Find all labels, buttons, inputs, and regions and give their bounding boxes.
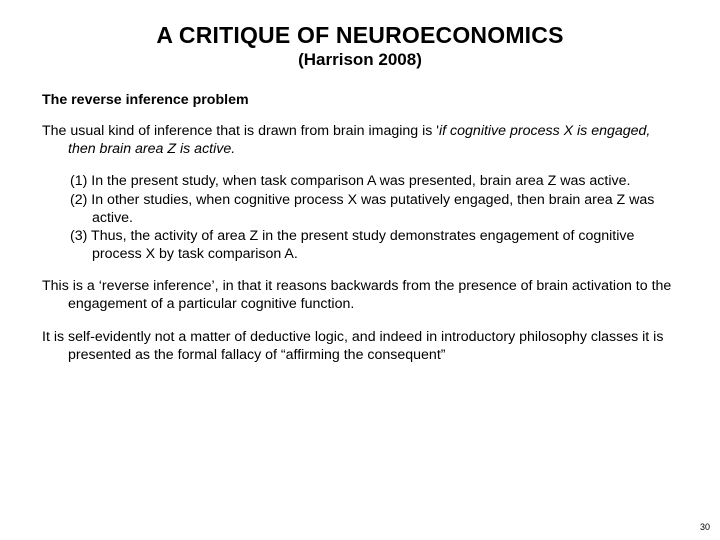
page-number: 30 bbox=[700, 522, 710, 532]
list-item-2: (2) In other studies, when cognitive pro… bbox=[42, 191, 678, 227]
paragraph-1-prefix: The usual kind of inference that is draw… bbox=[42, 123, 439, 139]
paragraph-2: This is a ‘reverse inference’, in that i… bbox=[42, 277, 678, 313]
paragraph-3: It is self-evidently not a matter of ded… bbox=[42, 328, 678, 364]
section-heading: The reverse inference problem bbox=[42, 92, 678, 108]
slide: A CRITIQUE OF NEUROECONOMICS (Harrison 2… bbox=[0, 0, 720, 540]
numbered-list: (1) In the present study, when task comp… bbox=[42, 172, 678, 263]
slide-subtitle: (Harrison 2008) bbox=[42, 50, 678, 70]
paragraph-1: The usual kind of inference that is draw… bbox=[42, 122, 678, 158]
list-item-1: (1) In the present study, when task comp… bbox=[42, 172, 678, 190]
slide-title: A CRITIQUE OF NEUROECONOMICS bbox=[42, 22, 678, 49]
list-item-3: (3) Thus, the activity of area Z in the … bbox=[42, 227, 678, 263]
